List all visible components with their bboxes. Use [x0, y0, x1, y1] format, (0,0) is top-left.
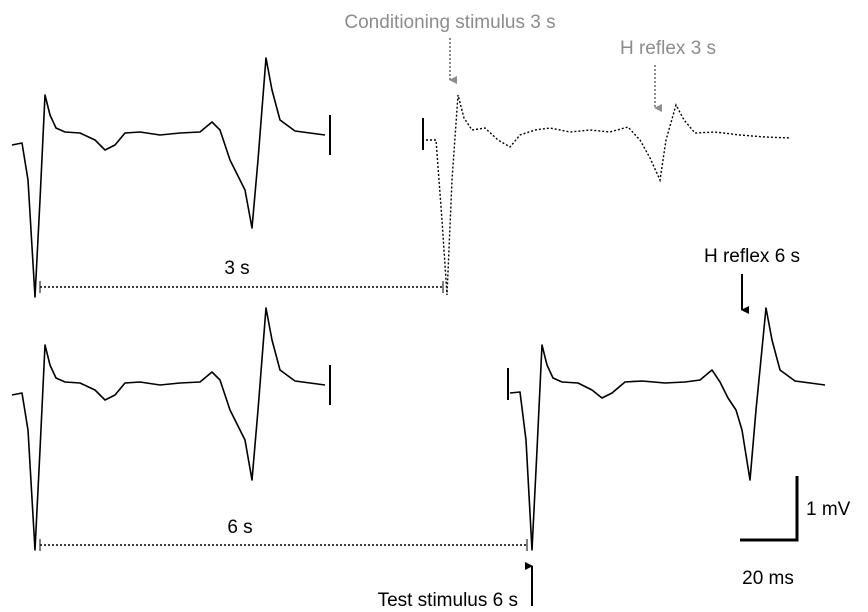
conditioning-label: Conditioning stimulus 3 s: [344, 12, 555, 33]
scale-bar: [740, 476, 799, 542]
interval-label: 3 s: [224, 258, 249, 279]
trace: [509, 307, 826, 551]
h-reflex-3-label: H reflex 3 s: [620, 38, 716, 59]
trace: [11, 307, 326, 551]
trace-dotted: [426, 94, 791, 296]
interval-label: 6 s: [227, 517, 252, 538]
h-reflex-6-label: H reflex 6 s: [704, 246, 800, 267]
trace: [11, 57, 326, 298]
test-stimulus-label: Test stimulus 6 s: [378, 590, 518, 611]
scale-voltage-label: 1 mV: [806, 499, 851, 520]
scale-time-label: 20 ms: [742, 568, 794, 589]
